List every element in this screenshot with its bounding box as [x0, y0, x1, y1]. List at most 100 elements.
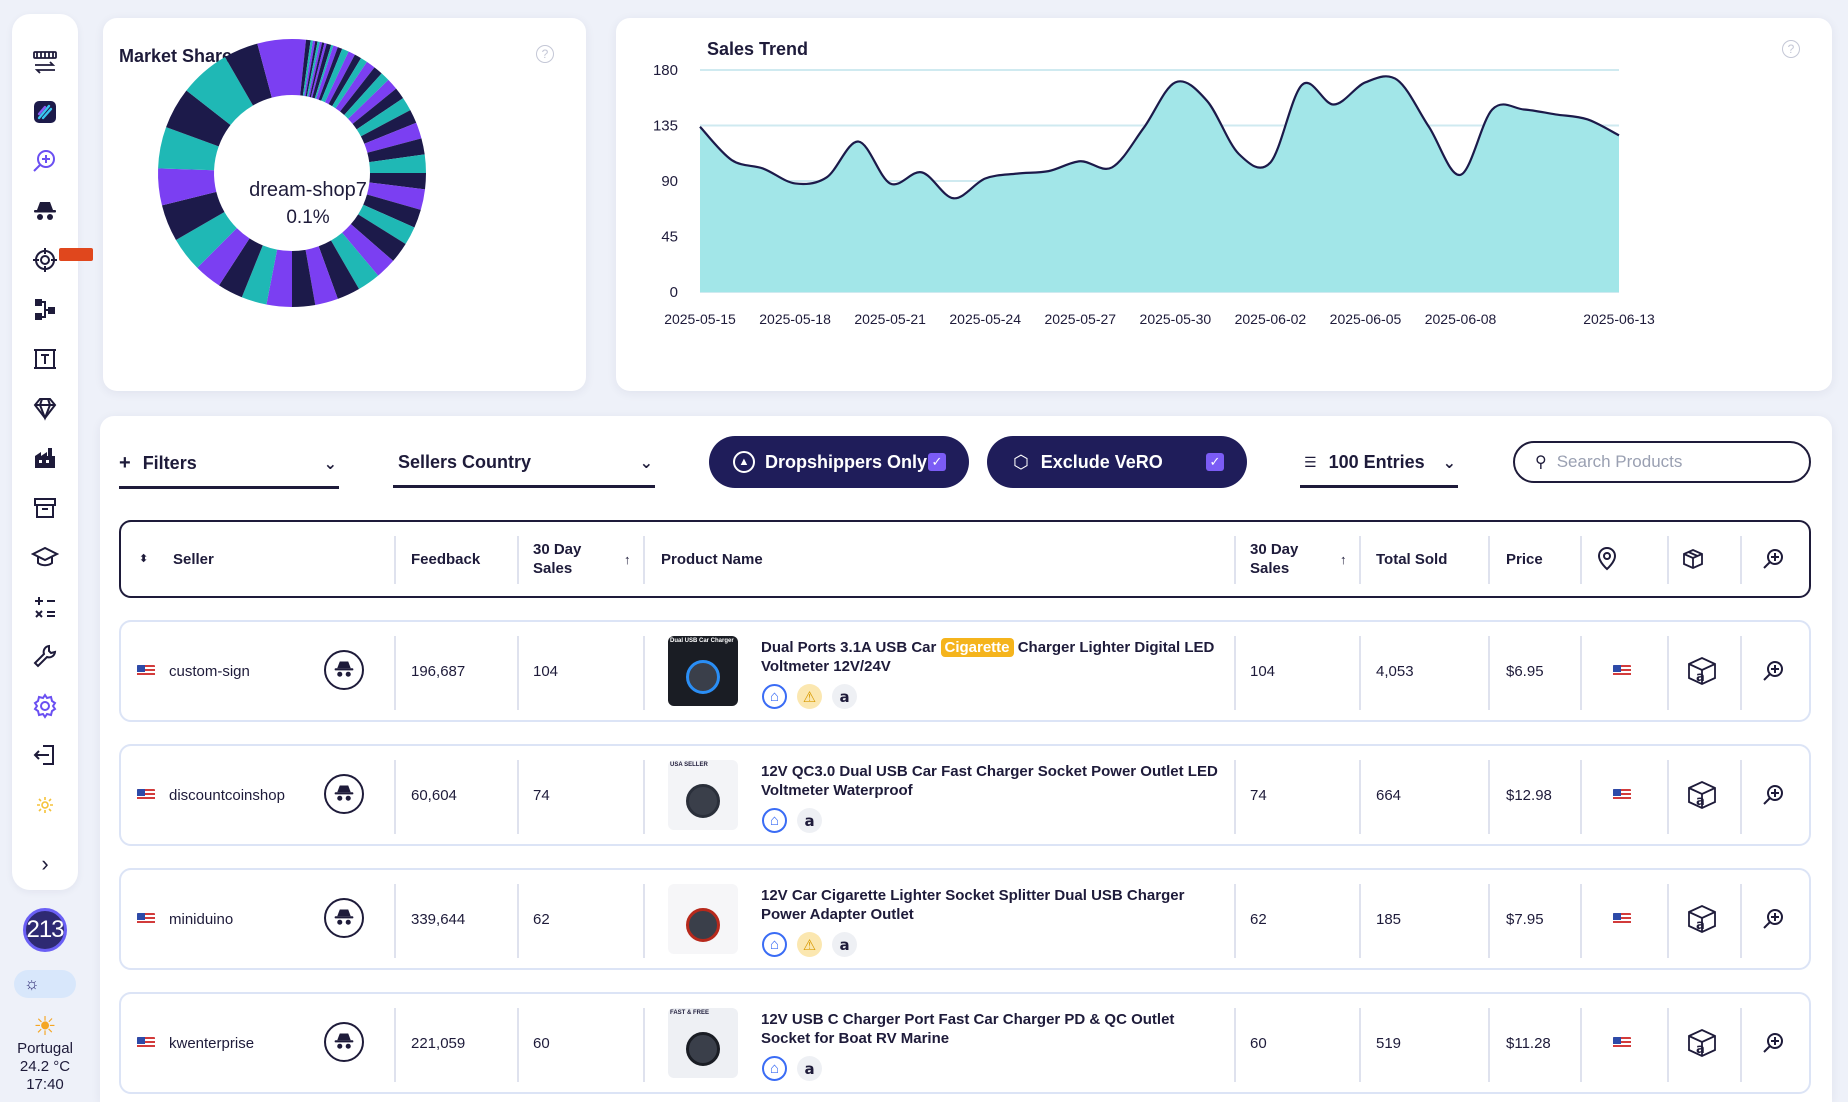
product-name[interactable]: 12V USB C Charger Port Fast Car Charger …	[761, 1010, 1221, 1048]
column-header-30day-sales[interactable]: 30 Day Sales	[533, 522, 581, 596]
donut-slice[interactable]	[257, 39, 292, 98]
column-header-total-sold[interactable]: Total Sold	[1376, 550, 1448, 568]
donut-slice[interactable]	[350, 214, 406, 261]
donut-slice[interactable]	[363, 194, 421, 228]
market-share-donut[interactable]	[103, 18, 586, 391]
donut-slice[interactable]	[305, 246, 338, 305]
sort-toggle-icon[interactable]: ⬍	[139, 552, 149, 565]
warning-badge-icon[interactable]: ⚠	[797, 684, 822, 709]
package-icon[interactable]	[1681, 522, 1705, 596]
search-products-input[interactable]: ⚲ Search Products	[1513, 441, 1811, 483]
seller-name[interactable]: kwenterprise	[169, 1034, 255, 1052]
product-name[interactable]: 12V QC3.0 Dual USB Car Fast Charger Sock…	[761, 762, 1221, 800]
donut-slice[interactable]	[318, 240, 359, 299]
amazon-badge-icon[interactable]: a	[832, 684, 857, 709]
donut-slice[interactable]	[321, 48, 349, 103]
dropshippers-checkbox[interactable]: ✓	[928, 453, 946, 471]
entries-dropdown[interactable]: ☰ 100 Entries ⌄	[1300, 440, 1458, 488]
donut-slice[interactable]	[366, 182, 426, 210]
donut-slice[interactable]	[332, 58, 367, 109]
donut-slice[interactable]	[241, 245, 278, 305]
seller-name[interactable]: discountcoinshop	[169, 786, 285, 804]
column-header-feedback[interactable]: Feedback	[411, 550, 481, 568]
donut-slice[interactable]	[166, 90, 231, 147]
donut-slice[interactable]	[308, 41, 323, 97]
amazon-box-icon[interactable]: a	[1685, 902, 1719, 936]
table-row[interactable]: discountcoinshop 60,604 74 USA SELLER 12…	[119, 744, 1811, 846]
donut-slice[interactable]	[197, 228, 250, 286]
amazon-box-icon[interactable]: a	[1685, 654, 1719, 688]
brand-logo-icon[interactable]	[23, 90, 67, 134]
donut-slice[interactable]	[335, 61, 375, 112]
hierarchy-icon[interactable]	[23, 288, 67, 332]
amazon-badge-icon[interactable]: a	[797, 808, 822, 833]
column-header-seller[interactable]: Seller	[173, 550, 214, 568]
donut-slice[interactable]	[175, 212, 237, 268]
amazon-badge-icon[interactable]: a	[797, 1056, 822, 1081]
amazon-box-icon[interactable]: a	[1685, 778, 1719, 812]
donut-slice[interactable]	[331, 232, 379, 290]
donut-slice[interactable]	[309, 42, 325, 98]
spy-seller-icon[interactable]	[324, 650, 364, 690]
dropshipper-badge-icon[interactable]: ⌂	[762, 932, 787, 957]
spy-seller-icon[interactable]	[324, 898, 364, 938]
settings-icon[interactable]	[23, 684, 67, 728]
donut-slice[interactable]	[302, 40, 313, 96]
donut-slice[interactable]	[316, 45, 338, 100]
dropshipper-badge-icon[interactable]: ⌂	[762, 684, 787, 709]
donut-slice[interactable]	[369, 173, 426, 190]
sidebar-expand-chevron-icon[interactable]: ›	[41, 851, 49, 876]
column-header-product-name[interactable]: Product Name	[661, 550, 763, 568]
seller-name[interactable]: custom-sign	[169, 662, 250, 680]
donut-slice[interactable]	[304, 40, 316, 97]
donut-slice[interactable]	[186, 56, 253, 125]
zoom-in-icon[interactable]	[1761, 622, 1785, 720]
product-thumbnail[interactable]: FAST & FREE	[668, 1008, 738, 1078]
zoom-in-icon[interactable]	[1761, 870, 1785, 968]
target-icon[interactable]	[23, 238, 93, 282]
zoom-in-icon[interactable]	[1761, 994, 1785, 1092]
dropshipper-badge-icon[interactable]: ⌂	[762, 808, 787, 833]
table-row[interactable]: kwenterprise 221,059 60 FAST & FREE 12V …	[119, 992, 1811, 1094]
seller-name[interactable]: miniduino	[169, 910, 234, 928]
product-thumbnail[interactable]	[668, 884, 738, 954]
table-row[interactable]: miniduino 339,644 62 12V Car Cigarette L…	[119, 868, 1811, 970]
donut-slice[interactable]	[356, 98, 411, 137]
zoom-in-icon[interactable]	[1761, 522, 1785, 596]
location-pin-icon[interactable]	[1596, 522, 1618, 596]
product-name[interactable]: Dual Ports 3.1A USB Car Cigarette Charge…	[761, 638, 1221, 676]
sales-trend-line[interactable]	[699, 75, 1620, 200]
donut-slice[interactable]	[318, 47, 343, 101]
theme-toggle[interactable]: ☼	[14, 970, 76, 998]
donut-slice[interactable]	[310, 42, 327, 98]
donut-slice[interactable]	[358, 204, 415, 245]
donut-slice[interactable]	[352, 88, 404, 130]
table-row[interactable]: custom-sign 196,687 104 Dual USB Car Cha…	[119, 620, 1811, 722]
sort-arrow-up-icon[interactable]: ↑	[624, 551, 631, 567]
exclude-vero-toggle[interactable]: ⬡ Exclude VeRO ✓	[987, 436, 1247, 488]
donut-slice[interactable]	[314, 44, 334, 99]
donut-slice[interactable]	[305, 41, 318, 97]
column-header-30day-sales-2[interactable]: 30 Day Sales	[1250, 522, 1298, 596]
spy-seller-icon[interactable]	[324, 774, 364, 814]
donut-slice[interactable]	[158, 168, 217, 206]
warning-badge-icon[interactable]: ⚠	[797, 932, 822, 957]
donut-slice[interactable]	[360, 110, 417, 144]
donut-slice[interactable]	[364, 122, 422, 153]
exclude-vero-checkbox[interactable]: ✓	[1206, 453, 1224, 471]
donut-slice[interactable]	[369, 154, 426, 173]
donut-slice[interactable]	[219, 238, 263, 298]
donut-slice[interactable]	[312, 43, 332, 99]
donut-slice[interactable]	[344, 73, 389, 119]
donut-slice[interactable]	[348, 79, 397, 124]
donut-slice[interactable]	[300, 39, 311, 96]
spy-seller-icon[interactable]	[324, 1022, 364, 1062]
donut-slice[interactable]	[161, 191, 225, 240]
product-thumbnail[interactable]: Dual USB Car Charger	[668, 636, 738, 706]
market-share-help-icon[interactable]: ?	[536, 45, 554, 63]
filters-dropdown[interactable]: + Filters ⌄	[119, 441, 339, 489]
donut-slice[interactable]	[324, 51, 355, 105]
notification-count-bubble[interactable]: 213	[23, 908, 67, 952]
sort-arrow-up-icon[interactable]: ↑	[1340, 551, 1347, 567]
donut-slice[interactable]	[292, 39, 307, 96]
